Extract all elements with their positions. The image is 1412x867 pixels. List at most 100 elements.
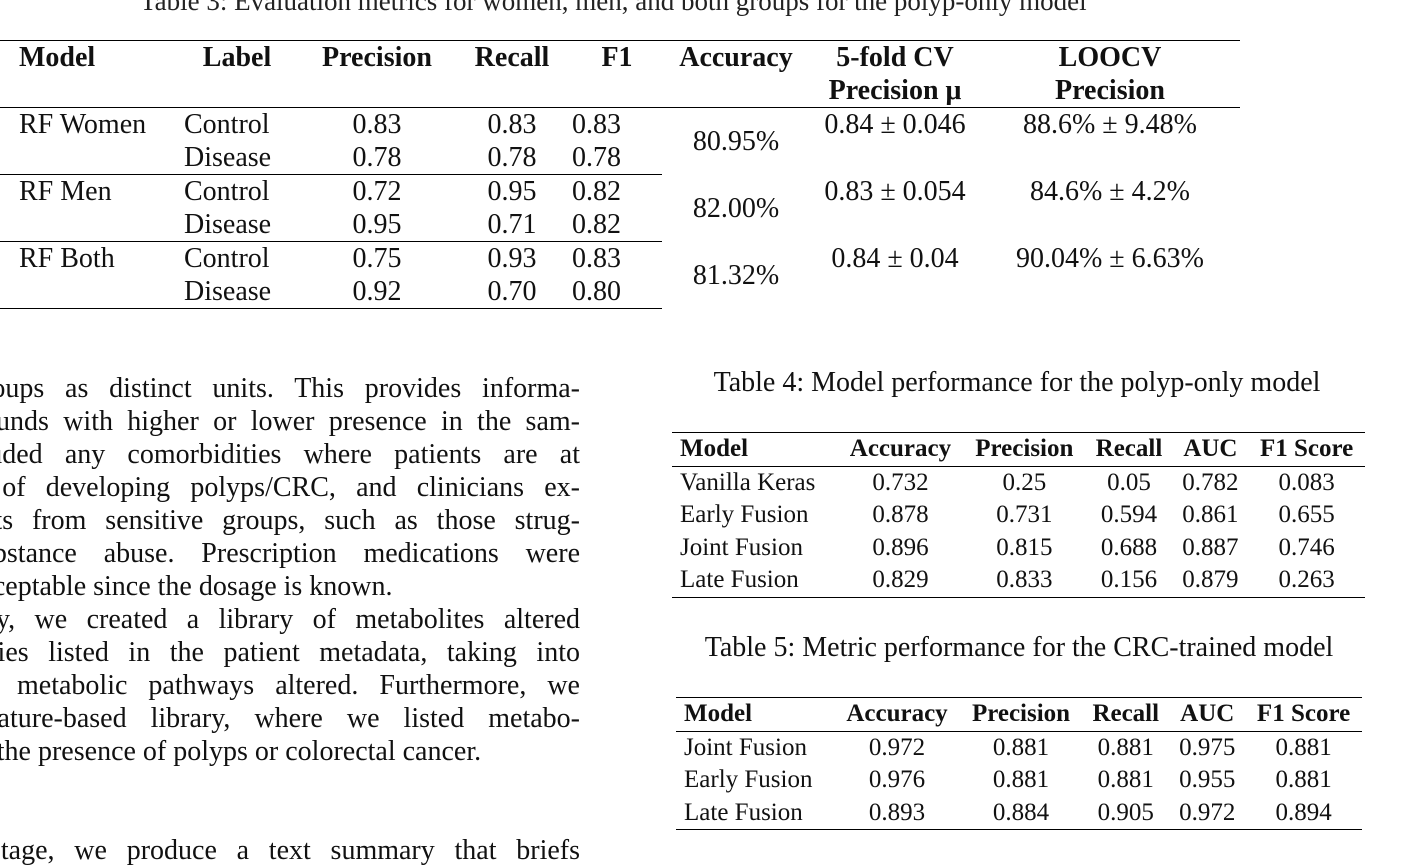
table5-cell-accuracy: 0.893 [834, 796, 960, 830]
table4-header-auc: AUC [1172, 432, 1249, 467]
table5-cell-recall: 0.881 [1097, 733, 1154, 761]
table4-caption: Table 4: Model performance for the polyp… [713, 367, 1321, 398]
table4-cell-accuracy: 0.829 [837, 564, 964, 598]
table5-cell-auc: 0.972 [1169, 796, 1246, 830]
table3-row: RF Both Control 0.75 0.93 0.83 81.32% 0.84 ± 0… [0, 242, 1240, 291]
table3-cell-recall: 0.71 [452, 208, 572, 242]
table4-row: Early Fusion 0.878 0.731 0.594 0.861 0.655 [672, 499, 1365, 532]
table3-cell-label: Disease [172, 275, 302, 309]
table3-header-precision: Precision [302, 40, 452, 108]
table3-row: RF Men Control 0.72 0.95 0.82 82.00% 0.83 ± 0.… [0, 175, 1240, 224]
table5-cell-model: Late Fusion [676, 796, 835, 830]
table5-header-model: Model [676, 697, 835, 732]
body-text-line: terature-based library, where we listed … [0, 703, 580, 734]
table3-cell-recall: 0.70 [452, 275, 572, 309]
table4-cell-accuracy: 0.732 [872, 468, 929, 496]
table3-caption: Table 3: Evaluation metrics for women, m… [140, 0, 1087, 16]
body-text-line: ally, we created a library of metabolite… [0, 604, 580, 635]
table3-cell-precision: 0.72 [352, 176, 402, 207]
table5-cell-auc: 0.955 [1179, 766, 1236, 793]
table4-cell-auc: 0.887 [1182, 533, 1239, 561]
table3-cell-loocv-precision: 88.6% ± 9.48% [1022, 109, 1197, 140]
table5-cell-precision: 0.881 [992, 766, 1050, 793]
table5: Model Accuracy Precision Recall AUC F1 S… [676, 697, 1362, 830]
table3-header-loocv-line2: Precision [1055, 75, 1165, 106]
table4-cell-auc: 0.782 [1182, 468, 1239, 496]
table4-header-row: Model Accuracy Precision Recall AUC F1 S… [672, 432, 1365, 467]
table5-row: Early Fusion 0.976 0.881 0.881 0.955 0.881 [676, 764, 1362, 797]
table5-caption: Table 5: Metric performance for the CRC-… [704, 632, 1334, 663]
table4-cell-precision: 0.833 [963, 564, 1086, 598]
table3-row: Disease 0.78 0.78 0.78 [0, 141, 1240, 175]
table4-cell-model: Joint Fusion [680, 533, 803, 561]
table3-cell-recall: 0.78 [452, 141, 572, 175]
table3-header-cv-line2: Precision μ [828, 75, 962, 106]
table4-cell-recall: 0.156 [1085, 564, 1173, 598]
table3-header-f1: F1 [572, 40, 662, 108]
table3-header-model: Model [0, 40, 172, 108]
table4-cell-f1-score: 0.746 [1278, 533, 1335, 561]
table3-header-row: Model Label Precision Recall F1 Accuracy… [0, 40, 1240, 108]
table4-cell-precision: 0.731 [996, 501, 1053, 528]
table3-cell-accuracy: 81.32% [692, 259, 780, 291]
table5-header-f1: F1 Score [1245, 697, 1362, 732]
table3-header-loocv-precision: LOOCV Precision [980, 40, 1240, 108]
table5-cell-recall: 0.881 [1097, 766, 1154, 793]
table3-cell-loocv-precision: 84.6% ± 4.2% [1029, 175, 1190, 207]
table4-row: Joint Fusion 0.896 0.815 0.688 0.887 0.746 [672, 532, 1365, 565]
table5-cell-model: Joint Fusion [684, 733, 807, 761]
body-text-line: substance abuse. Prescription medication… [0, 538, 580, 569]
table4: Model Accuracy Precision Recall AUC F1 S… [672, 432, 1365, 598]
table3-header-cv-precision: 5-fold CV Precision μ [810, 40, 980, 108]
table3-cell-precision: 0.95 [302, 208, 452, 242]
table4-cell-precision: 0.25 [1002, 468, 1047, 496]
table3-cell-f1: 0.83 [572, 243, 621, 274]
table3-cell-f1: 0.80 [572, 275, 662, 309]
table3-header-label: Label [172, 40, 302, 108]
table4-cell-recall: 0.05 [1107, 468, 1151, 496]
body-text-line: dities listed in the patient metadata, t… [0, 637, 580, 668]
table4-cell-f1-score: 0.655 [1278, 501, 1335, 528]
table4-row: Vanilla Keras 0.732 0.25 0.05 0.782 0.083 [672, 466, 1365, 499]
table4-cell-recall: 0.688 [1100, 533, 1158, 561]
table4-header-precision: Precision [963, 432, 1086, 467]
table5-cell-model: Early Fusion [684, 766, 813, 793]
table3-cell-recall: 0.83 [487, 109, 537, 140]
table5-row: Joint Fusion 0.972 0.881 0.881 0.975 0.881 [676, 731, 1362, 764]
table3-cell-accuracy: 80.95% [692, 125, 780, 157]
table3-row: Disease 0.92 0.70 0.80 [0, 275, 1240, 309]
table3-row: RF Women Control 0.83 0.83 0.83 80.95% 0.84 ± … [0, 108, 1240, 157]
table4-cell-model: Vanilla Keras [680, 468, 816, 496]
table3-cell-model [0, 208, 172, 242]
body-text-line: to the presence of polyps or colorectal … [0, 736, 482, 767]
table4-cell-model: Late Fusion [672, 564, 838, 598]
table4-row: Late Fusion 0.829 0.833 0.156 0.879 0.263 [672, 564, 1365, 598]
table4-header-model: Model [672, 432, 838, 467]
table3-cell-cv-precision: 0.83 ± 0.054 [824, 175, 966, 207]
body-text-line: groups as distinct units. This provides … [0, 373, 580, 404]
table3-cell-label: Control [184, 109, 270, 140]
table5-row: Late Fusion 0.893 0.884 0.905 0.972 0.894 [676, 796, 1362, 830]
table4-header-f1: F1 Score [1248, 432, 1365, 467]
table3-cell-cv-precision: 0.84 ± 0.04 [831, 242, 959, 274]
table3-cell-loocv-precision: 90.04% ± 6.63% [1015, 242, 1204, 274]
table3-cell-recall: 0.93 [487, 243, 537, 274]
table3-cell-precision: 0.75 [352, 243, 402, 274]
table3: Model Label Precision Recall F1 Accuracy… [0, 40, 1240, 309]
table4-header-recall: Recall [1085, 432, 1173, 467]
table3-cell-label: Disease [172, 208, 302, 242]
table5-cell-f1-score: 0.881 [1275, 733, 1332, 761]
table3-cell-recall: 0.95 [487, 176, 537, 207]
table3-cell-precision: 0.92 [302, 275, 452, 309]
table5-cell-recall: 0.905 [1082, 796, 1170, 830]
table5-cell-precision: 0.881 [992, 733, 1050, 761]
table4-cell-accuracy: 0.878 [872, 501, 929, 528]
table5-cell-auc: 0.975 [1179, 733, 1236, 761]
table3-header-cv-line1: 5-fold CV [836, 42, 954, 73]
table4-header-accuracy: Accuracy [837, 432, 964, 467]
table5-header-row: Model Accuracy Precision Recall AUC F1 S… [676, 697, 1362, 732]
table4-cell-auc: 0.879 [1172, 564, 1249, 598]
table4-cell-recall: 0.594 [1100, 501, 1158, 528]
table3-cell-precision: 0.78 [302, 141, 452, 175]
table3-cell-cv-precision: 0.84 ± 0.046 [824, 109, 966, 140]
